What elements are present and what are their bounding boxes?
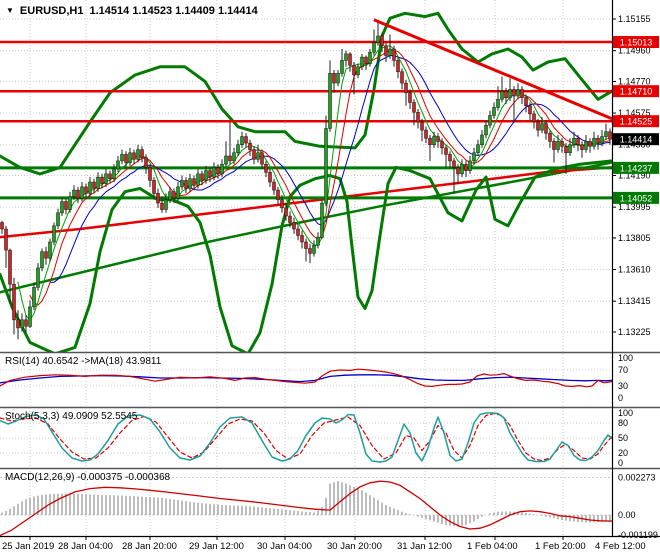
svg-text:28 Jan 20:00: 28 Jan 20:00 xyxy=(122,541,177,552)
svg-text:28 Jan 04:00: 28 Jan 04:00 xyxy=(58,541,113,552)
rsi-indicator-label: RSI(14) 40.6542 ->MA(18) 43.9811 xyxy=(5,356,162,367)
svg-text:1.14770: 1.14770 xyxy=(618,76,651,86)
svg-text:1.14960: 1.14960 xyxy=(618,46,651,56)
trendline xyxy=(373,18,613,121)
svg-text:1.15155: 1.15155 xyxy=(618,14,651,24)
time-axis: 25 Jan 2019 28 Jan 04:00 28 Jan 20:00 29 Ja… xyxy=(2,536,646,552)
chart-title-quote: 1.14514 1.14523 1.14409 1.14414 xyxy=(89,5,258,17)
price-tags: 1.15013 1.14710 1.14525 1.14237 1.14052 1.144… xyxy=(613,36,659,204)
svg-text:1.14190: 1.14190 xyxy=(618,171,651,181)
svg-text:1.13995: 1.13995 xyxy=(618,202,651,212)
descending-trendline[interactable] xyxy=(373,18,613,121)
current-price-tag xyxy=(613,133,659,146)
support-price-tag xyxy=(613,191,659,204)
svg-text:4 Feb 12:00: 4 Feb 12:00 xyxy=(595,541,646,552)
svg-text:1.14052: 1.14052 xyxy=(620,193,653,203)
svg-text:1.13805: 1.13805 xyxy=(618,233,651,243)
svg-text:0: 0 xyxy=(618,458,623,468)
svg-text:29 Jan 12:00: 29 Jan 12:00 xyxy=(189,541,244,552)
svg-text:1.13415: 1.13415 xyxy=(618,296,651,306)
svg-text:0.002273: 0.002273 xyxy=(618,472,656,482)
svg-text:1.14525: 1.14525 xyxy=(620,117,653,127)
svg-text:100: 100 xyxy=(618,408,633,418)
svg-text:0.00: 0.00 xyxy=(618,510,636,520)
svg-text:1.15013: 1.15013 xyxy=(620,38,653,48)
svg-text:70: 70 xyxy=(618,365,628,375)
main-chart xyxy=(0,11,612,353)
resistance-price-tag xyxy=(613,115,659,128)
svg-text:50: 50 xyxy=(618,433,628,443)
svg-text:1 Feb 04:00: 1 Feb 04:00 xyxy=(467,541,518,552)
svg-text:1.13225: 1.13225 xyxy=(618,327,651,337)
candles xyxy=(0,21,612,340)
svg-text:30 Jan 20:00: 30 Jan 20:00 xyxy=(327,541,382,552)
svg-text:31 Jan 12:00: 31 Jan 12:00 xyxy=(397,541,452,552)
indicator-panels xyxy=(0,368,613,537)
grid xyxy=(0,0,612,536)
svg-text:30 Jan 04:00: 30 Jan 04:00 xyxy=(257,541,312,552)
svg-text:20: 20 xyxy=(618,448,628,458)
chart-title-symbol: EURUSD,H1 xyxy=(19,5,84,17)
chart-title: ▼ EURUSD,H1 1.14514 1.14523 1.14409 1.14… xyxy=(6,5,258,17)
resistance-price-tag xyxy=(613,36,659,49)
macd-indicator-label: MACD(12,26,9) -0.000375 -0.000368 xyxy=(5,472,171,483)
symbol-dropdown-icon[interactable]: ▼ xyxy=(6,5,14,15)
stoch-indicator-label: Stoch(5,3,3) 49.0909 52.5545 xyxy=(5,411,138,422)
svg-text:0: 0 xyxy=(618,393,623,403)
svg-text:1 Feb 20:00: 1 Feb 20:00 xyxy=(535,541,586,552)
svg-text:30: 30 xyxy=(618,381,628,391)
support-price-tag xyxy=(613,161,659,174)
svg-text:100: 100 xyxy=(618,353,633,363)
svg-text:1.13610: 1.13610 xyxy=(618,265,651,275)
resistance-price-tag xyxy=(613,85,659,98)
panel-borders xyxy=(0,0,660,538)
svg-text:80: 80 xyxy=(618,418,628,428)
svg-text:-0.001199: -0.001199 xyxy=(618,530,658,540)
svg-text:25 Jan 2019: 25 Jan 2019 xyxy=(2,541,54,552)
svg-text:1.14414: 1.14414 xyxy=(620,135,653,145)
svg-text:1.14237: 1.14237 xyxy=(620,163,653,173)
svg-text:1.14575: 1.14575 xyxy=(618,108,651,118)
svg-text:1.14710: 1.14710 xyxy=(620,87,653,97)
